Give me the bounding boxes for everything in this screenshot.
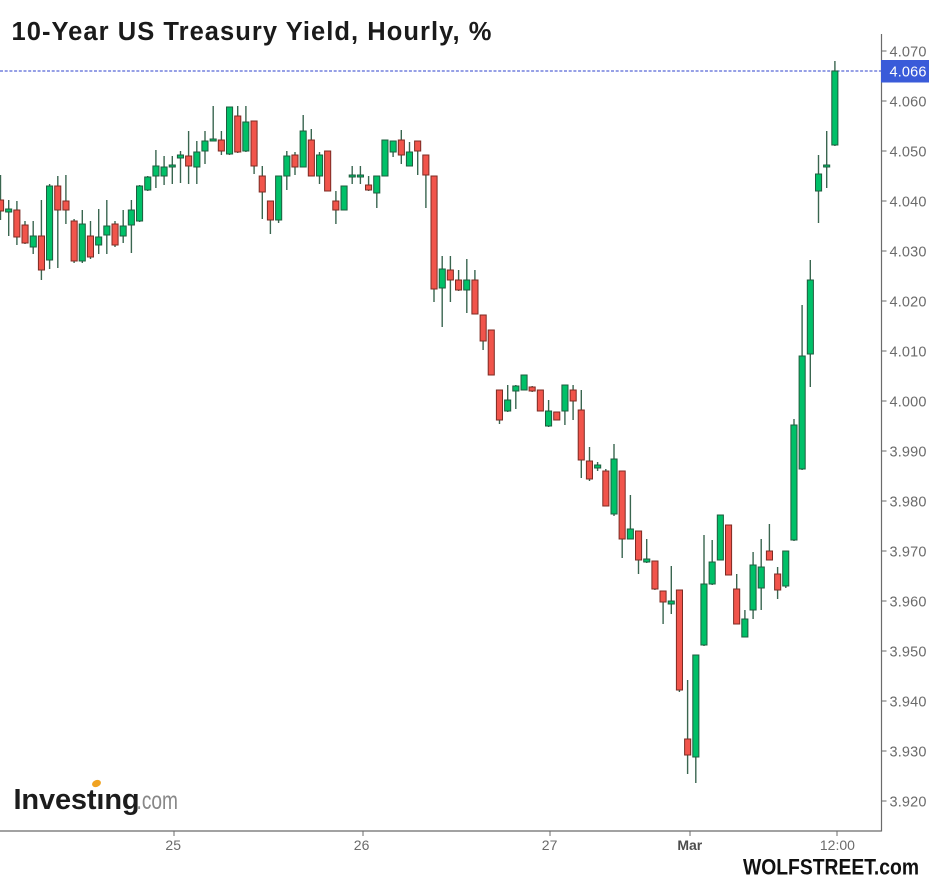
svg-text:Investıng: Investıng: [14, 784, 140, 816]
svg-text:4.010: 4.010: [890, 344, 927, 360]
svg-text:WOLFSTREET.com: WOLFSTREET.com: [743, 855, 919, 880]
svg-text:3.960: 3.960: [890, 594, 927, 610]
svg-text:3.940: 3.940: [890, 694, 927, 710]
svg-text:4.060: 4.060: [890, 94, 927, 110]
svg-text:4.066: 4.066: [890, 64, 927, 80]
svg-text:12:00: 12:00: [820, 837, 855, 853]
svg-text:4.020: 4.020: [890, 294, 927, 310]
svg-text:.com: .com: [137, 787, 179, 815]
svg-text:27: 27: [542, 837, 558, 853]
svg-text:26: 26: [354, 837, 370, 853]
svg-text:3.990: 3.990: [890, 444, 927, 460]
svg-text:10-Year US Treasury Yield, Hou: 10-Year US Treasury Yield, Hourly, %: [12, 18, 493, 46]
svg-text:4.070: 4.070: [890, 44, 927, 60]
svg-text:3.920: 3.920: [890, 794, 927, 810]
svg-text:4.050: 4.050: [890, 144, 927, 160]
svg-text:3.970: 3.970: [890, 544, 927, 560]
svg-text:25: 25: [165, 837, 181, 853]
svg-text:4.000: 4.000: [890, 394, 927, 410]
svg-text:4.030: 4.030: [890, 244, 927, 260]
svg-text:3.980: 3.980: [890, 494, 927, 510]
svg-text:Mar: Mar: [677, 837, 702, 853]
svg-text:3.930: 3.930: [890, 744, 927, 760]
svg-text:4.040: 4.040: [890, 194, 927, 210]
svg-text:3.950: 3.950: [890, 644, 927, 660]
